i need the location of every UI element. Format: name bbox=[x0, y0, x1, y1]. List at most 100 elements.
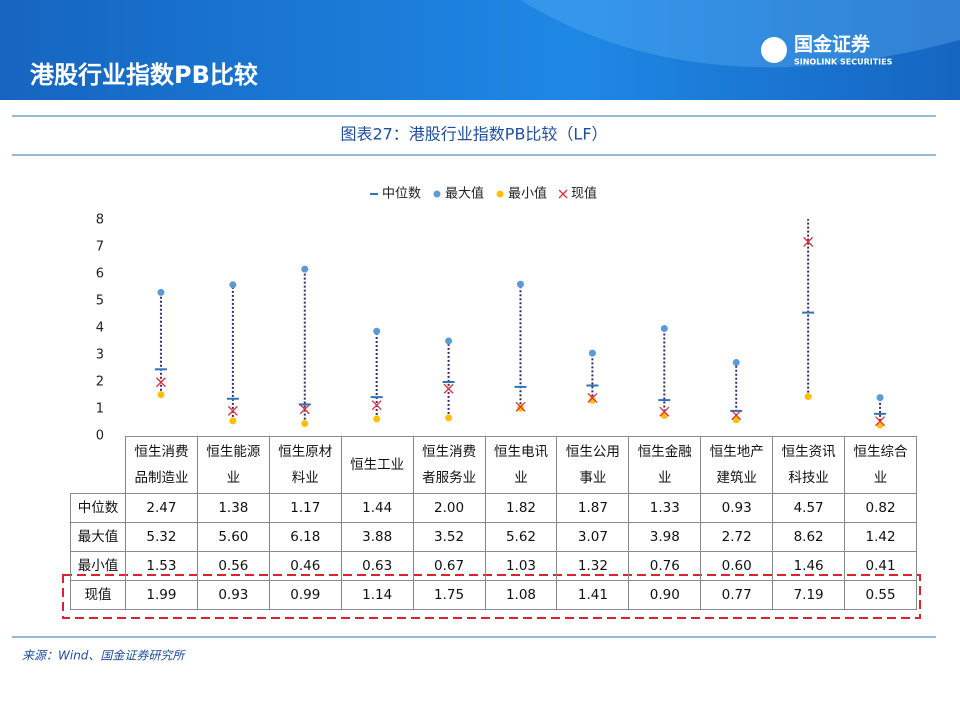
table-cell: 0.41 bbox=[844, 551, 917, 581]
x-tick-label: 恒生电讯业 bbox=[484, 436, 558, 494]
dot-mark bbox=[157, 288, 165, 296]
legend-item: 中位数 bbox=[370, 187, 421, 202]
dot-mark bbox=[660, 325, 668, 333]
legend-marker bbox=[558, 189, 568, 199]
table-cell: 0.77 bbox=[700, 580, 774, 610]
table-cell: 1.46 bbox=[772, 551, 846, 581]
legend-label: 最大值 bbox=[445, 186, 484, 202]
table-cell: 1.33 bbox=[628, 493, 702, 523]
table-cell: 3.98 bbox=[628, 522, 702, 552]
legend-marker bbox=[496, 190, 504, 198]
table-cell: 0.76 bbox=[628, 551, 702, 581]
dot-mark bbox=[876, 421, 884, 429]
table-cell: 1.17 bbox=[268, 493, 342, 523]
dot-mark bbox=[732, 416, 740, 424]
y-tick-label: 2 bbox=[96, 375, 104, 390]
table-cell: 1.08 bbox=[484, 580, 558, 610]
y-tick-label: 0 bbox=[96, 429, 104, 444]
dot-mark bbox=[445, 414, 453, 422]
y-tick-label: 1 bbox=[96, 402, 104, 417]
x-mark bbox=[803, 236, 814, 247]
table-cell: 0.93 bbox=[700, 493, 774, 523]
table-cell: 3.52 bbox=[412, 522, 486, 552]
table-cell: 0.90 bbox=[628, 580, 702, 610]
category-row: 恒生消费品制造业 恒生能源业 恒生原材料业 恒生工业 恒生消费者服务业 恒生电讯业 恒生公用… bbox=[71, 436, 917, 494]
row-header: 最大值 bbox=[70, 522, 126, 552]
table-cell: 0.67 bbox=[412, 551, 486, 581]
dot-mark bbox=[588, 349, 596, 357]
table-cell: 1.87 bbox=[556, 493, 630, 523]
table-cell: 1.38 bbox=[196, 493, 270, 523]
row-header: 现值 bbox=[70, 580, 126, 610]
x-tick-label: 恒生能源业 bbox=[196, 436, 270, 494]
plot-area bbox=[154, 200, 887, 429]
table-cell: 8.62 bbox=[772, 522, 846, 552]
y-tick-label: 5 bbox=[96, 294, 104, 309]
dot-mark bbox=[157, 391, 165, 399]
legend-item: 最大值 bbox=[433, 186, 484, 202]
table-cell: 3.88 bbox=[340, 522, 414, 552]
x-tick-label: 恒生综合业 bbox=[844, 436, 917, 494]
header-band bbox=[0, 0, 960, 100]
x-mark bbox=[515, 401, 526, 412]
table-cell: 6.18 bbox=[268, 522, 342, 552]
legend-label: 最小值 bbox=[508, 186, 547, 202]
x-mark bbox=[155, 377, 166, 388]
legend-label: 中位数 bbox=[382, 187, 421, 202]
table-cell: 1.99 bbox=[125, 580, 198, 610]
logo-icon bbox=[761, 37, 787, 63]
dot-mark bbox=[588, 396, 596, 404]
legend-item: 最小值 bbox=[496, 186, 547, 202]
table-cell: 7.19 bbox=[772, 580, 846, 610]
dot-mark bbox=[229, 281, 237, 289]
header-wave bbox=[520, 0, 960, 68]
x-tick-label: 恒生公用事业 bbox=[556, 436, 630, 494]
chart-title: 图表27：港股行业指数PB比较（LF） bbox=[340, 125, 607, 144]
table-row: 现值 1.99 0.93 0.99 1.14 1.75 1.08 1.41 0.90 0.77 7.… bbox=[70, 580, 917, 610]
table-cell: 0.99 bbox=[268, 580, 342, 610]
legend-marker bbox=[433, 190, 441, 198]
x-tick-label: 恒生金融业 bbox=[628, 436, 702, 494]
table-cell: 0.55 bbox=[844, 580, 917, 610]
dot-mark bbox=[732, 359, 740, 367]
table-cell: 2.47 bbox=[125, 493, 198, 523]
dot-mark bbox=[373, 327, 381, 335]
table-cell: 2.72 bbox=[700, 522, 774, 552]
logo-sub: SINOLINK SECURITIES bbox=[794, 58, 893, 67]
table-row: 中位数 2.47 1.38 1.17 1.44 2.00 1.82 1.87 1.33 0.93 4… bbox=[70, 493, 917, 523]
table-cell: 5.60 bbox=[196, 522, 270, 552]
dot-mark bbox=[805, 200, 812, 207]
y-tick-label: 6 bbox=[96, 267, 104, 282]
source: 来源：Wind、国金证券研究所 bbox=[22, 649, 186, 663]
x-tick-label: 恒生资讯科技业 bbox=[772, 436, 846, 494]
dot-mark bbox=[517, 280, 524, 288]
data-table: 恒生消费品制造业 恒生能源业 恒生原材料业 恒生工业 恒生消费者服务业 恒生电讯业 恒生公用… bbox=[70, 436, 917, 610]
table-cell: 1.75 bbox=[412, 580, 486, 610]
row-header: 中位数 bbox=[70, 493, 126, 523]
y-tick-label: 7 bbox=[96, 240, 104, 255]
dot-mark bbox=[445, 337, 453, 345]
corner bbox=[71, 437, 126, 494]
table-row: 最大值 5.32 5.60 6.18 3.88 3.52 5.62 3.07 3.98 2.72 8… bbox=[70, 522, 917, 552]
legend-label: 现值 bbox=[571, 186, 597, 202]
x-mark bbox=[731, 410, 742, 421]
table-cell: 1.32 bbox=[556, 551, 630, 581]
table-row: 最小值 1.53 0.56 0.46 0.63 0.67 1.03 1.32 0.76 0.60 1… bbox=[70, 551, 917, 581]
y-tick-label: 8 bbox=[96, 213, 104, 228]
logo-name: 国金证券 bbox=[794, 33, 871, 56]
dot-mark bbox=[229, 417, 237, 425]
slide-title: 港股行业指数PB比较 bbox=[30, 61, 258, 89]
table-cell: 0.60 bbox=[700, 551, 774, 581]
x-mark bbox=[299, 404, 310, 415]
table-cell: 1.53 bbox=[125, 551, 198, 581]
y-tick-label: 4 bbox=[96, 321, 104, 336]
dot-mark bbox=[804, 393, 812, 401]
dot-mark bbox=[876, 394, 884, 402]
table-cell: 1.42 bbox=[844, 522, 917, 552]
dot-mark bbox=[660, 411, 668, 419]
dot-mark bbox=[517, 404, 524, 412]
x-tick-label: 恒生消费者服务业 bbox=[412, 436, 486, 494]
table-cell: 1.82 bbox=[484, 493, 558, 523]
